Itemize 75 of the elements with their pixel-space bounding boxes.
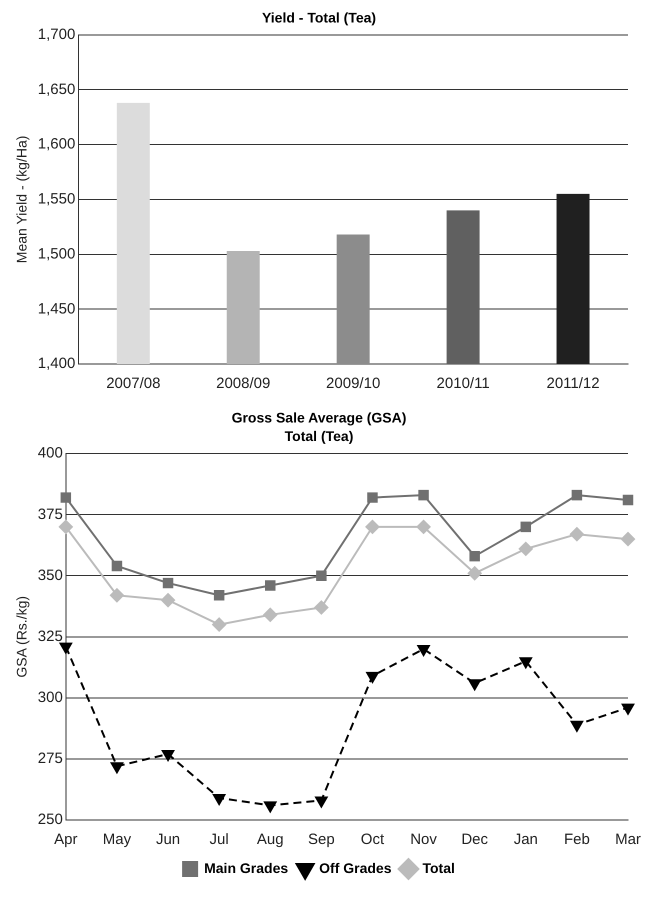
x-tick-label: Jan: [514, 831, 538, 848]
x-tick-label: 2008/09: [216, 375, 270, 392]
point: [316, 570, 327, 581]
point: [622, 494, 634, 506]
x-tick-label: Apr: [54, 831, 78, 848]
x-tick-label: Aug: [256, 831, 284, 848]
point: [162, 578, 174, 588]
y-axis-title: GSA (Rs./kg): [13, 596, 30, 678]
point: [367, 492, 378, 503]
x-tick-label: Feb: [564, 831, 590, 848]
point: [212, 618, 226, 632]
point: [162, 750, 174, 762]
y-tick-label: 325: [38, 628, 63, 645]
point: [468, 566, 482, 580]
point: [570, 527, 584, 542]
x-tick-label: Jul: [210, 831, 229, 848]
point: [110, 762, 124, 774]
point: [161, 593, 176, 608]
y-tick-label: 1,700: [38, 26, 76, 43]
y-tick-label: 275: [38, 750, 63, 768]
point: [518, 542, 533, 556]
point: [621, 532, 635, 546]
y-tick-label: 1,550: [38, 190, 76, 208]
x-tick-label: 2007/08: [106, 375, 160, 392]
x-tick-label: 2010/11: [436, 375, 490, 392]
point: [365, 520, 380, 534]
chart-title: Yield - Total (Tea): [262, 9, 376, 26]
x-tick-label: Oct: [360, 831, 385, 848]
point: [112, 560, 122, 572]
point: [265, 580, 276, 591]
x-tick-label: Mar: [615, 831, 641, 848]
y-tick-label: 1,650: [38, 80, 76, 98]
point: [572, 490, 582, 500]
point: [418, 490, 429, 500]
point: [110, 588, 124, 602]
point: [468, 679, 481, 690]
point: [60, 492, 72, 503]
point: [366, 672, 379, 683]
legend-label: Off Grades: [319, 860, 392, 876]
point: [622, 704, 634, 715]
point: [417, 645, 430, 656]
y-tick-label: 375: [38, 506, 63, 523]
point: [520, 657, 532, 668]
x-tick-label: Sep: [308, 831, 335, 848]
point: [469, 550, 480, 562]
x-tick-label: Dec: [461, 831, 489, 848]
point: [263, 608, 278, 622]
legend-label: Main Grades: [204, 860, 288, 876]
point: [264, 801, 276, 812]
y-tick-label: 1,450: [38, 300, 76, 318]
y-tick-label: 1,500: [38, 245, 76, 262]
point: [416, 520, 431, 534]
y-tick-label: 400: [38, 444, 63, 462]
point: [314, 600, 328, 614]
x-tick-label: Jun: [156, 831, 180, 848]
x-tick-label: 2009/10: [326, 375, 380, 392]
legend-label: Total: [422, 860, 455, 876]
x-tick-label: May: [102, 831, 132, 848]
point: [58, 520, 73, 534]
point: [520, 522, 532, 532]
x-tick-label: 2011/12: [546, 375, 600, 392]
point: [212, 794, 226, 806]
point: [315, 796, 328, 808]
y-tick-label: 250: [38, 811, 63, 828]
point: [570, 720, 584, 732]
x-tick-label: Nov: [410, 831, 438, 848]
y-tick-label: 300: [38, 689, 63, 706]
y-axis-title: Mean Yield - (kg/Ha): [13, 136, 30, 264]
point: [60, 642, 72, 654]
chart-title: Gross Sale Average (GSA): [232, 409, 406, 426]
y-tick-label: 1,400: [38, 355, 76, 372]
chart-subtitle: Total (Tea): [284, 428, 354, 444]
point: [214, 590, 224, 601]
y-tick-label: 1,600: [38, 136, 76, 153]
y-tick-label: 350: [38, 566, 63, 584]
